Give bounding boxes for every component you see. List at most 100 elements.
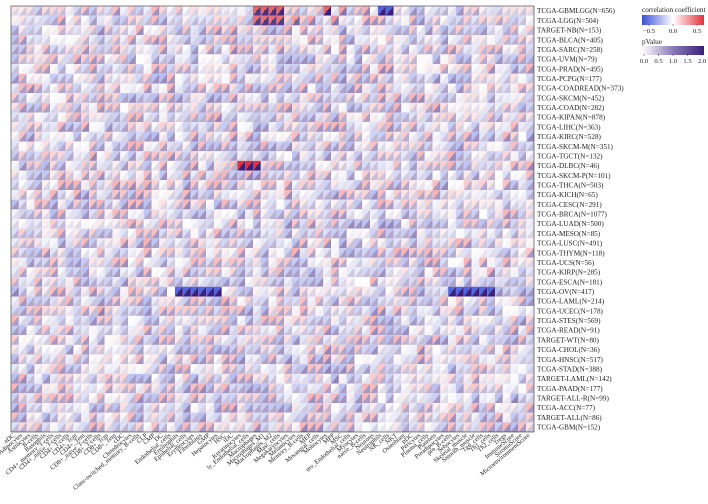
cell-correlation	[502, 296, 511, 307]
cell-pvalue	[128, 35, 136, 45]
cell-pvalue	[198, 102, 207, 113]
cell-pvalue	[455, 189, 464, 200]
cell-pvalue	[42, 141, 51, 152]
cell-pvalue	[213, 306, 222, 316]
cell-pvalue	[502, 248, 511, 258]
cell-pvalue	[377, 141, 386, 152]
cell-pvalue	[65, 335, 74, 345]
cell-pvalue	[331, 296, 339, 307]
cell-correlation	[510, 131, 519, 142]
cell-pvalue	[112, 286, 121, 297]
cell-pvalue	[526, 277, 534, 287]
cell-pvalue	[252, 102, 261, 113]
cell-pvalue	[190, 199, 199, 210]
cell-pvalue	[323, 64, 332, 74]
cell-correlation	[143, 64, 152, 74]
cell-pvalue	[128, 219, 136, 229]
cell-correlation	[81, 248, 90, 258]
cell-correlation	[502, 44, 511, 55]
cell-correlation	[432, 54, 441, 65]
cell-pvalue	[57, 131, 66, 142]
cell-pvalue	[237, 257, 246, 268]
cell-pvalue	[440, 35, 449, 45]
cell-pvalue	[354, 15, 363, 26]
cell-correlation	[182, 151, 191, 161]
cell-pvalue	[143, 315, 152, 326]
cell-pvalue	[11, 228, 19, 239]
cell-pvalue	[252, 344, 261, 355]
cell-correlation	[268, 102, 277, 113]
cell-correlation	[323, 73, 332, 84]
cell-pvalue	[393, 325, 402, 336]
cell-pvalue	[393, 112, 402, 123]
cell-pvalue	[174, 248, 183, 258]
cell-correlation	[354, 296, 363, 307]
cell-correlation	[494, 296, 503, 307]
cell-pvalue	[252, 354, 261, 365]
cell-correlation	[190, 170, 199, 181]
cell-pvalue	[448, 228, 456, 239]
cell-pvalue	[174, 35, 183, 45]
cell-pvalue	[89, 209, 97, 219]
cell-correlation	[323, 54, 332, 65]
cell-pvalue	[292, 64, 300, 74]
cell-correlation	[393, 151, 402, 161]
cell-pvalue	[502, 189, 511, 200]
cell-correlation	[50, 83, 58, 94]
cell-correlation	[104, 189, 113, 200]
cell-correlation	[416, 248, 425, 258]
cell-pvalue	[151, 35, 160, 45]
cell-pvalue	[292, 228, 300, 239]
cell-pvalue	[213, 219, 222, 229]
cell-correlation	[112, 344, 121, 355]
cell-correlation	[120, 83, 129, 94]
cell-pvalue	[315, 209, 324, 219]
cell-pvalue	[479, 219, 488, 229]
cell-pvalue	[409, 170, 417, 181]
cell-correlation	[362, 102, 371, 113]
cell-correlation	[112, 199, 121, 210]
cell-correlation	[315, 344, 324, 355]
cell-pvalue	[206, 122, 214, 132]
cell-pvalue	[159, 354, 168, 365]
cell-pvalue	[128, 286, 136, 297]
cell-correlation	[190, 83, 199, 94]
cell-correlation	[34, 64, 43, 74]
cell-pvalue	[346, 335, 355, 345]
cell-pvalue	[377, 180, 386, 190]
cell-correlation	[81, 112, 90, 123]
cell-pvalue	[73, 93, 82, 103]
cell-correlation	[440, 296, 449, 307]
cell-pvalue	[276, 141, 285, 152]
cell-correlation	[370, 15, 378, 26]
cell-pvalue	[65, 15, 74, 26]
cell-pvalue	[18, 160, 27, 171]
cell-correlation	[96, 122, 105, 132]
cell-pvalue	[409, 228, 417, 239]
cell-pvalue	[128, 131, 136, 142]
cell-pvalue	[346, 93, 355, 103]
cell-pvalue	[338, 151, 347, 161]
cell-pvalue	[221, 15, 230, 26]
cell-pvalue	[198, 54, 207, 65]
cell-correlation	[135, 248, 144, 258]
cell-pvalue	[65, 219, 74, 229]
cell-pvalue	[494, 6, 503, 16]
cell-pvalue	[268, 335, 277, 345]
cell-correlation	[18, 267, 27, 278]
cell-correlation	[362, 122, 371, 132]
cell-pvalue	[104, 315, 113, 326]
cell-pvalue	[354, 189, 363, 200]
significance-marker	[279, 10, 282, 12]
cell-pvalue	[510, 248, 519, 258]
cell-correlation	[159, 64, 168, 74]
cell-pvalue	[221, 141, 230, 152]
cell-pvalue	[128, 257, 136, 268]
cell-correlation	[182, 102, 191, 113]
cell-correlation	[104, 15, 113, 26]
cell-pvalue	[526, 306, 534, 316]
cell-pvalue	[213, 267, 222, 278]
cell-pvalue	[401, 102, 410, 113]
cell-pvalue	[50, 228, 58, 239]
cell-pvalue	[182, 228, 191, 239]
